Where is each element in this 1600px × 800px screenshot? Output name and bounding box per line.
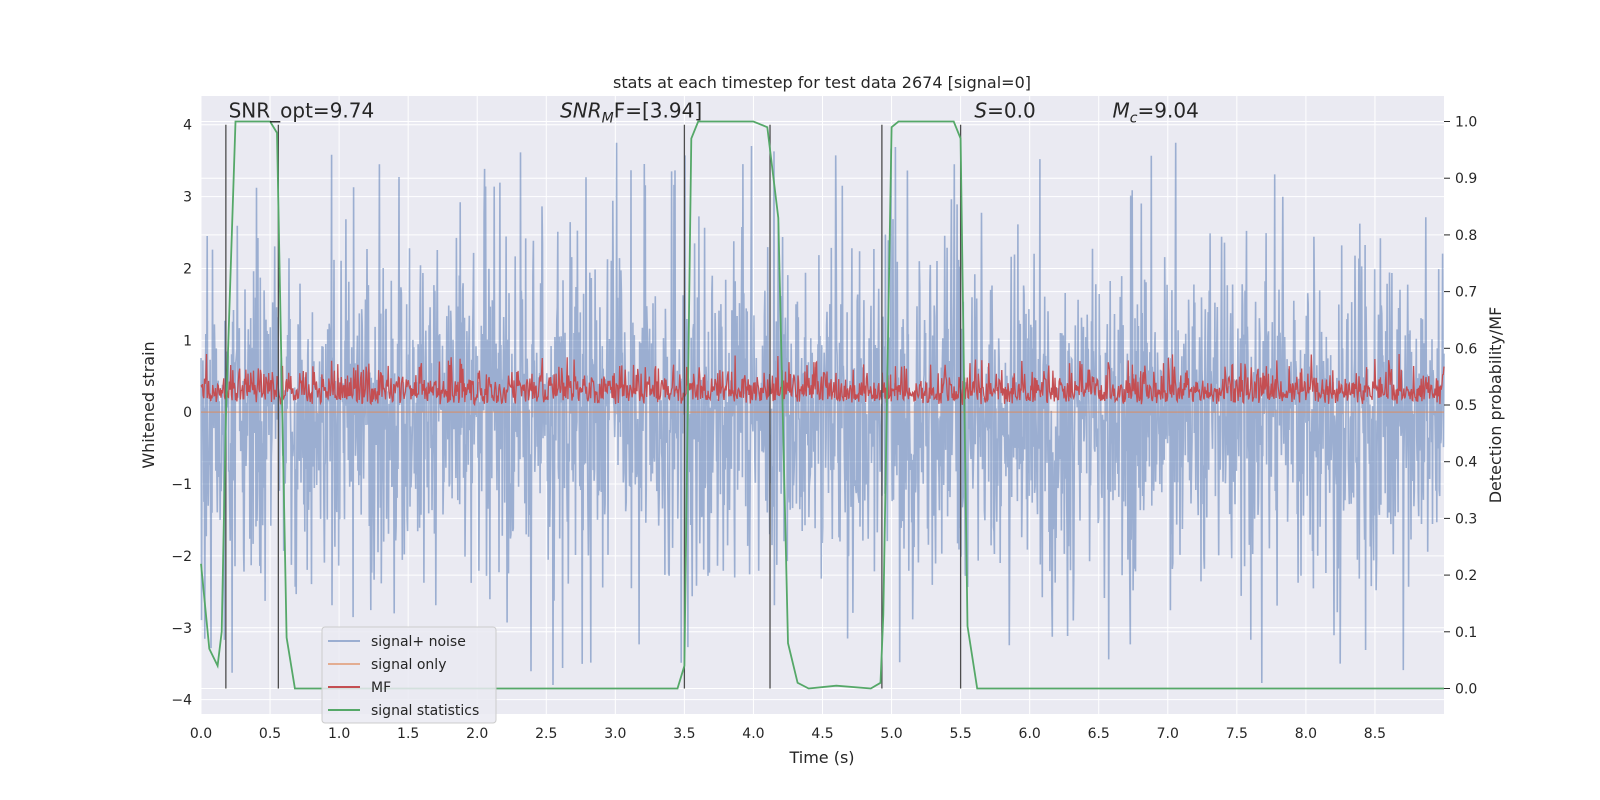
annotation-s-0-0: S=0.0 bbox=[974, 99, 1035, 123]
y-axis-label: Whitened strain bbox=[139, 341, 158, 468]
x-tick-label: 6.5 bbox=[1088, 726, 1110, 742]
x-tick-label: 7.5 bbox=[1226, 726, 1248, 742]
y2-axis-label: Detection probability/MF bbox=[1486, 307, 1505, 504]
y2-tick-label: 0.6 bbox=[1455, 341, 1477, 357]
x-tick-label: 0.0 bbox=[190, 726, 212, 742]
annotation-snr-opt-9-74: SNR_opt=9.74 bbox=[229, 99, 375, 123]
annotation-mc-9-04: Mc=9.04 bbox=[1113, 99, 1199, 127]
y-tick-label: 2 bbox=[183, 261, 192, 277]
y2-tick-label: 0.7 bbox=[1455, 285, 1477, 301]
y2-tick-label: 0.0 bbox=[1455, 681, 1477, 697]
annotations: SNR_opt=9.74 SNRMF=[3.94] S=0.0 Mc=9.04 bbox=[229, 99, 1199, 127]
x-tick-label: 3.0 bbox=[604, 726, 626, 742]
y-axis-ticks: 4 3 2 1 0 −1 −2 −3 −4 bbox=[171, 118, 192, 709]
signal-statistics-line bbox=[200, 120, 1444, 690]
legend-label-signal-noise: signal+ noise bbox=[371, 634, 466, 650]
x-axis-ticks: 0.0 0.5 1.0 1.5 2.0 2.5 3.0 3.5 4.0 4.5 5.0 5.5 6.0 6… bbox=[190, 726, 1386, 742]
signal-noise-series bbox=[200, 142, 1445, 686]
legend-label-signal-statistics: signal statistics bbox=[371, 703, 479, 719]
x-tick-label: 0.5 bbox=[259, 726, 281, 742]
x-tick-label: 2.0 bbox=[466, 726, 488, 742]
y-tick-label: 4 bbox=[183, 118, 192, 134]
y-tick-label: 1 bbox=[183, 333, 192, 349]
y2-tick-label: 0.2 bbox=[1455, 568, 1477, 584]
x-tick-label: 8.5 bbox=[1364, 726, 1386, 742]
y2-tick-label: 1.0 bbox=[1455, 115, 1477, 131]
y-tick-label: −3 bbox=[171, 621, 192, 637]
y2-tick-label: 0.3 bbox=[1455, 511, 1477, 527]
x-tick-label: 7.0 bbox=[1157, 726, 1179, 742]
y-tick-label: 3 bbox=[183, 190, 192, 206]
chart-title: stats at each timestep for test data 267… bbox=[613, 73, 1031, 92]
legend-box bbox=[321, 626, 497, 724]
signal-noise-line bbox=[200, 142, 1445, 686]
y2-tick-label: 0.5 bbox=[1455, 398, 1477, 414]
x-tick-label: 6.0 bbox=[1019, 726, 1041, 742]
y-tick-label: 0 bbox=[183, 405, 192, 421]
x-tick-label: 3.5 bbox=[673, 726, 695, 742]
x-tick-label: 1.5 bbox=[397, 726, 419, 742]
signal-statistics-series bbox=[200, 120, 1444, 690]
mf-line bbox=[200, 353, 1445, 407]
y2-tick-label: 0.1 bbox=[1455, 625, 1477, 641]
legend: signal+ noise signal only MF signal stat… bbox=[321, 626, 497, 724]
x-tick-label: 5.0 bbox=[880, 726, 902, 742]
y-tick-label: −2 bbox=[171, 549, 192, 565]
x-tick-label: 4.5 bbox=[811, 726, 833, 742]
y2-tick-label: 0.4 bbox=[1455, 455, 1477, 471]
y-tick-label: −1 bbox=[171, 477, 192, 493]
x-tick-label: 8.0 bbox=[1295, 726, 1317, 742]
y2-axis-ticks: 1.0 0.9 0.8 0.7 0.6 0.5 0.4 0.3 0.2 0.1 0.0 bbox=[1444, 115, 1477, 697]
x-tick-label: 1.0 bbox=[328, 726, 350, 742]
legend-label-signal-only: signal only bbox=[371, 657, 446, 673]
y2-tick-label: 0.9 bbox=[1455, 171, 1477, 187]
legend-label-mf: MF bbox=[371, 680, 391, 696]
x-tick-label: 4.0 bbox=[742, 726, 764, 742]
x-tick-label: 2.5 bbox=[535, 726, 557, 742]
x-axis-label: Time (s) bbox=[788, 748, 854, 767]
mf-series bbox=[200, 353, 1445, 407]
y-tick-label: −4 bbox=[171, 693, 192, 709]
annotation-snrmf-3-94-: SNRMF=[3.94] bbox=[560, 99, 702, 127]
y2-tick-label: 0.8 bbox=[1455, 228, 1477, 244]
x-tick-label: 5.5 bbox=[949, 726, 971, 742]
